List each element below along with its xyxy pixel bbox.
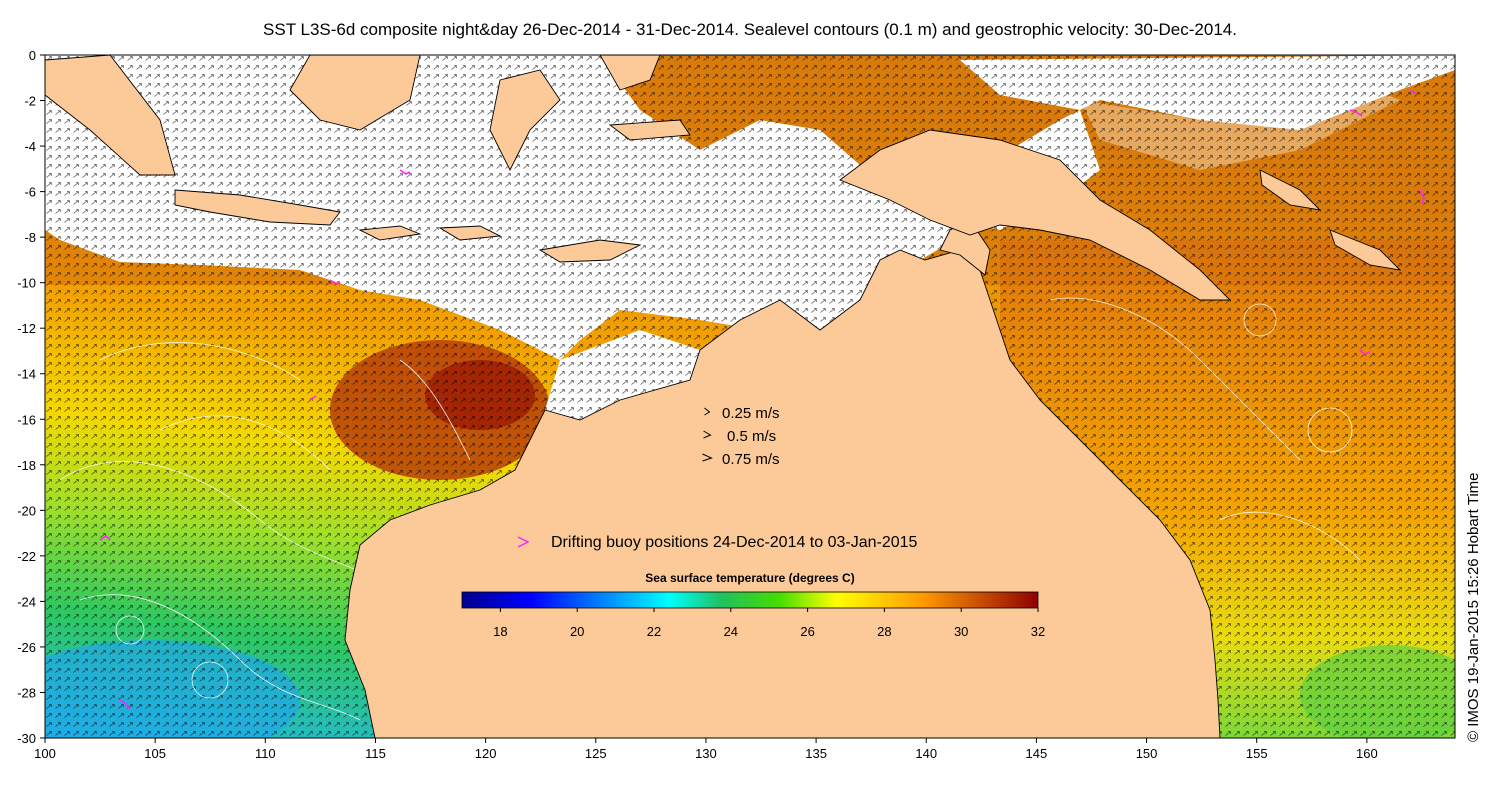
colorbar-tick-label: 26 — [800, 624, 814, 639]
velocity-arrow-icon — [703, 430, 712, 439]
colorbar-tick-label: 24 — [724, 624, 738, 639]
y-tick-label: -2 — [24, 94, 36, 109]
velocity-legend-label: 0.5 m/s — [727, 428, 776, 445]
buoy-tracks — [99, 89, 1425, 711]
x-tick-label: 130 — [695, 746, 717, 761]
velocity-arrow-icon — [704, 407, 711, 416]
y-tick-label: -20 — [17, 503, 36, 518]
colorbar-title: Sea surface temperature (degrees C) — [645, 571, 854, 585]
y-tick-label: -4 — [24, 139, 36, 154]
x-tick-label: 105 — [144, 746, 166, 761]
sulawesi — [489, 69, 561, 172]
y-axis: 0 -2 -4 -6 -8 -10 -12 -14 -16 -18 -20 -22 -24 -26 -28 -… — [17, 48, 45, 746]
colorbar-tick-label: 30 — [954, 624, 968, 639]
sealevel-contours — [59, 297, 1361, 721]
borneo — [289, 55, 421, 131]
colorbar-tick-label: 32 — [1031, 624, 1045, 639]
x-tick-label: 160 — [1356, 746, 1378, 761]
map-title: SST L3S-6d composite night&day 26-Dec-20… — [263, 20, 1237, 39]
y-tick-label: -22 — [17, 549, 36, 564]
colorbar-ramp — [461, 591, 1039, 609]
x-tick-label: 125 — [585, 746, 607, 761]
x-tick-label: 110 — [255, 746, 276, 761]
colorbar-tick-label: 22 — [647, 624, 661, 639]
y-tick-label: -6 — [24, 185, 36, 200]
x-tick-label: 155 — [1246, 746, 1268, 761]
y-tick-label: -12 — [17, 321, 36, 336]
velocity-arrow-icon — [702, 453, 713, 462]
x-tick-label: 140 — [915, 746, 937, 761]
y-tick-label: -16 — [17, 412, 36, 427]
y-tick-label: -28 — [17, 685, 36, 700]
x-tick-label: 120 — [475, 746, 497, 761]
y-tick-label: -30 — [17, 731, 36, 746]
y-tick-label: -8 — [24, 230, 36, 245]
x-tick-label: 115 — [365, 746, 386, 761]
plot-frame — [44, 54, 1456, 739]
x-axis: 100 105 110 115 120 125 130 135 140 145 150 155 160 — [34, 738, 1378, 761]
x-tick-label: 145 — [1026, 746, 1048, 761]
x-tick-label: 150 — [1136, 746, 1158, 761]
colorbar-tick-label: 28 — [877, 624, 891, 639]
new-guinea — [839, 129, 1232, 301]
colorbar-ticks: 18 20 22 24 26 28 30 32 — [493, 608, 1045, 639]
x-tick-label: 135 — [805, 746, 827, 761]
y-tick-label: -18 — [17, 458, 36, 473]
australia — [344, 249, 1221, 738]
y-tick-label: 0 — [29, 48, 36, 63]
java — [174, 189, 341, 226]
velocity-legend-label: 0.75 m/s — [722, 451, 780, 468]
y-tick-label: -26 — [17, 640, 36, 655]
buoy-marker-icon — [517, 536, 530, 548]
land — [45, 55, 1402, 738]
timor — [538, 239, 642, 263]
colorbar-tick-label: 18 — [493, 624, 507, 639]
velocity-legend-label: 0.25 m/s — [722, 405, 780, 422]
y-tick-label: -10 — [17, 276, 36, 291]
colorbar: Sea surface temperature (degrees C) 18 20… — [461, 571, 1045, 639]
x-tick-label: 100 — [34, 746, 56, 761]
colorbar-tick-label: 20 — [570, 624, 584, 639]
sumatra — [45, 55, 176, 176]
y-tick-label: -24 — [17, 594, 36, 609]
credit-label: © IMOS 19-Jan-2015 15:26 Hobart Time — [1465, 472, 1482, 742]
y-tick-label: -14 — [17, 367, 36, 382]
buoy-legend-label: Drifting buoy positions 24-Dec-2014 to 0… — [551, 534, 918, 551]
velocity-legend: 0.25 m/s 0.5 m/s 0.75 m/s — [702, 405, 780, 468]
buoy-legend: Drifting buoy positions 24-Dec-2014 to 0… — [517, 534, 918, 551]
